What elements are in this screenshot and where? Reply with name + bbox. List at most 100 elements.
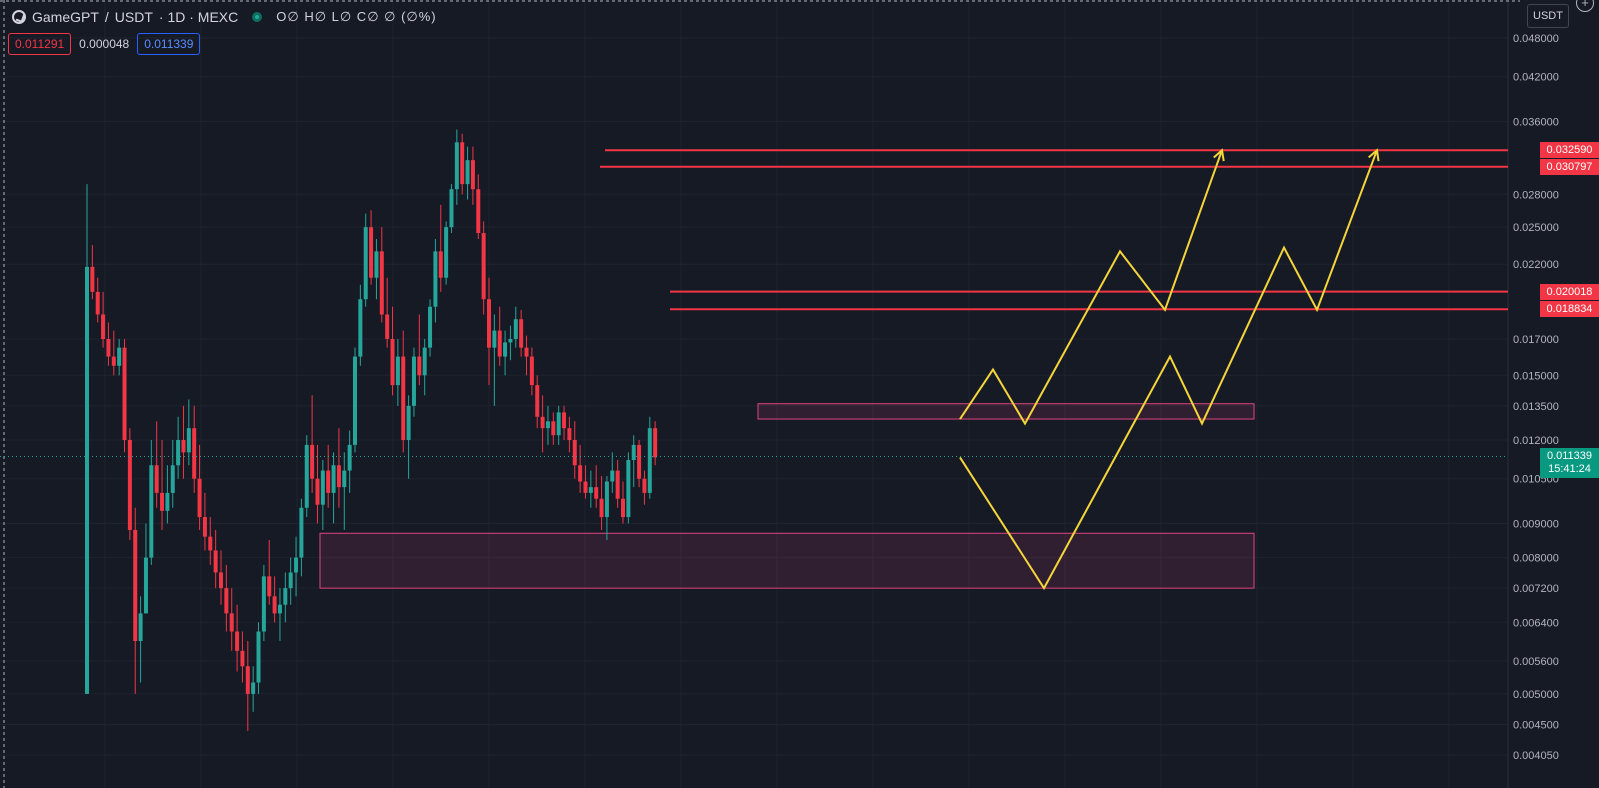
current-price-tag: 0.011339 15:41:24 [1540,448,1599,479]
candle-body [385,314,390,340]
supply-demand-zone [757,403,1255,420]
candle-body [417,356,422,376]
candle-body [631,444,636,461]
logo-icon [12,10,26,24]
candle-body [567,428,572,441]
interval-exchange[interactable]: · 1D · MEXC [158,9,239,25]
candle-body [535,385,540,417]
candle-body [331,465,336,493]
candle-body [653,428,658,458]
axis-tick-label: 0.022000 [1513,259,1559,271]
projection-arrowhead [1368,148,1380,162]
candle-body [401,356,406,441]
candle-body [219,572,223,589]
candle-body [438,251,443,278]
candle-body [326,470,331,493]
candle-body [117,347,122,366]
candle-body [604,481,609,518]
candle-body [610,470,615,482]
projection-path [959,149,1223,426]
axis-tick-label: 0.004500 [1513,719,1559,731]
candle-body [353,356,357,445]
candle-body [111,356,116,366]
candle-body [470,160,475,190]
candle-body [154,465,159,493]
candle-body [149,465,154,558]
candle-body [294,557,299,573]
candle-body [186,428,191,453]
candle-body [202,517,207,537]
candle-body [508,339,513,343]
candle-countdown: 15:41:24 [1548,463,1591,476]
candle-body [261,576,266,632]
candle-body [310,444,315,479]
candle-body [288,572,293,589]
axis-tick-label: 0.013500 [1513,401,1559,413]
candle-body [165,492,170,511]
candle-body [160,492,165,511]
candle-body [545,421,550,429]
spread-value: 0.000048 [79,37,130,51]
candle-body [615,470,620,499]
candle-body [138,613,143,642]
candle-body [647,428,652,493]
candle-body [562,412,567,429]
candle-body [251,682,256,694]
sell-price-button[interactable]: 0.011291 [8,33,72,55]
candle-body [395,356,400,386]
candle-body [224,588,229,614]
projection-path [959,149,1378,591]
candle-body [127,440,132,530]
candle-body [406,405,411,441]
candle-body [460,142,465,185]
ohlc-values: O∅ H∅ L∅ C∅ ∅ (∅%) [276,9,437,24]
symbol-header: GameGPT / USDT · 1D · MEXC O∅ H∅ L∅ C∅ ∅… [12,6,437,28]
quote-currency[interactable]: USDT [114,9,153,25]
candle-body [106,339,111,357]
axis-tick-label: 0.006400 [1513,617,1559,629]
candle-body [197,478,202,518]
buy-price-button[interactable]: 0.011339 [137,33,201,55]
candle-body [320,470,325,505]
candle-body [433,251,438,307]
candle-body [487,299,491,348]
candle-body [476,189,481,234]
candle-body [181,440,186,453]
axis-tick-label: 0.007200 [1513,583,1559,595]
candle-body [556,412,561,436]
candle-body [588,487,593,493]
axis-tick-label: 0.025000 [1513,222,1559,234]
supply-demand-zone [319,532,1255,589]
symbol-separator: / [104,9,109,25]
axis-tick-label: 0.036000 [1513,116,1559,128]
candle-body [299,507,304,558]
candle-body [277,604,282,614]
candle-body [422,347,427,376]
candle-body [208,536,213,551]
candle-body [599,498,604,518]
candle-body [621,498,625,518]
axis-tick-label: 0.048000 [1513,33,1559,45]
level-price-tag: 0.030797 [1540,158,1599,175]
candle-body [336,465,341,488]
axis-tick-label: 0.004050 [1513,750,1559,762]
currency-selector[interactable]: USDT [1527,4,1569,28]
candle-body [637,444,642,479]
current-price-value: 0.011339 [1546,450,1593,463]
symbol-name[interactable]: GameGPT [32,9,99,25]
candle-body [572,440,577,466]
candle-body [192,428,197,479]
candle-body [411,356,416,406]
axis-tick-label: 0.017000 [1513,334,1559,346]
candle-body [449,189,454,228]
candle-body [513,319,518,340]
candle-body [626,460,631,518]
candle-body [122,347,127,441]
axis-tick-label: 0.005000 [1513,689,1559,701]
axis-tick-label: 0.042000 [1513,72,1559,84]
candle-body [213,550,218,573]
status-dot-icon [252,12,263,22]
axis-tick-label: 0.015000 [1513,370,1559,382]
axis-tick-label: 0.005600 [1513,656,1559,668]
